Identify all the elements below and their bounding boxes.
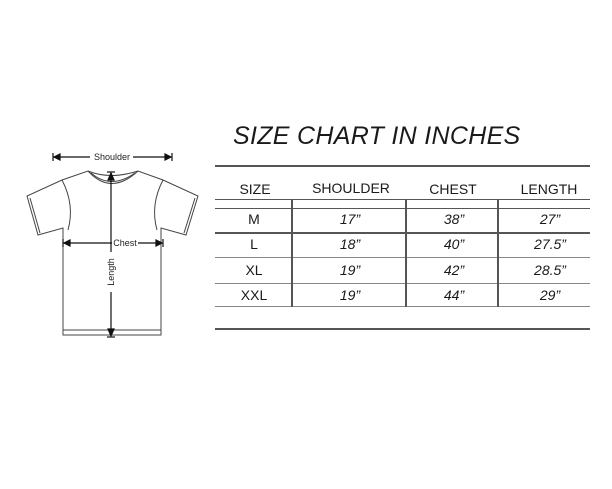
- divider: [497, 199, 499, 307]
- measurement-cell: 17”: [339, 211, 361, 227]
- measurement-cell: 27”: [539, 211, 561, 227]
- page-title: SIZE CHART IN INCHES: [233, 122, 521, 150]
- header-size: SIZE: [239, 181, 271, 197]
- divider: [405, 199, 407, 307]
- measurement-cell: 42”: [443, 262, 465, 278]
- divider: [215, 257, 590, 258]
- divider: [215, 306, 590, 307]
- header-chest: CHEST: [429, 181, 477, 197]
- t-shirt-icon: [26, 170, 199, 336]
- divider: [215, 328, 590, 330]
- measurement-cell: 40”: [443, 236, 465, 252]
- measurement-cell: 28.5”: [534, 262, 566, 278]
- divider: [215, 232, 590, 234]
- divider: [215, 165, 590, 167]
- divider: [215, 208, 590, 209]
- size-cell: M: [248, 211, 260, 227]
- size-cell: L: [250, 236, 258, 252]
- length-label: Length: [106, 258, 116, 286]
- divider: [215, 283, 590, 284]
- t-shirt-diagram: Shoulder Chest Length: [26, 152, 199, 338]
- measurement-cell: 19”: [339, 287, 361, 303]
- measurement-cell: 29”: [539, 287, 561, 303]
- chest-label: Chest: [113, 238, 137, 248]
- size-cell: XXL: [240, 287, 268, 303]
- measurement-cell: 38”: [443, 211, 465, 227]
- measurement-cell: 18”: [339, 236, 361, 252]
- measurement-cell: 27.5”: [534, 236, 566, 252]
- header-length: LENGTH: [520, 181, 578, 197]
- shoulder-label: Shoulder: [94, 152, 130, 162]
- measurement-cell: 19”: [339, 262, 361, 278]
- size-cell: XL: [245, 262, 263, 278]
- measurement-cell: 44”: [443, 287, 465, 303]
- divider: [291, 199, 293, 307]
- header-shoulder: SHOULDER: [312, 180, 390, 196]
- divider: [215, 199, 590, 200]
